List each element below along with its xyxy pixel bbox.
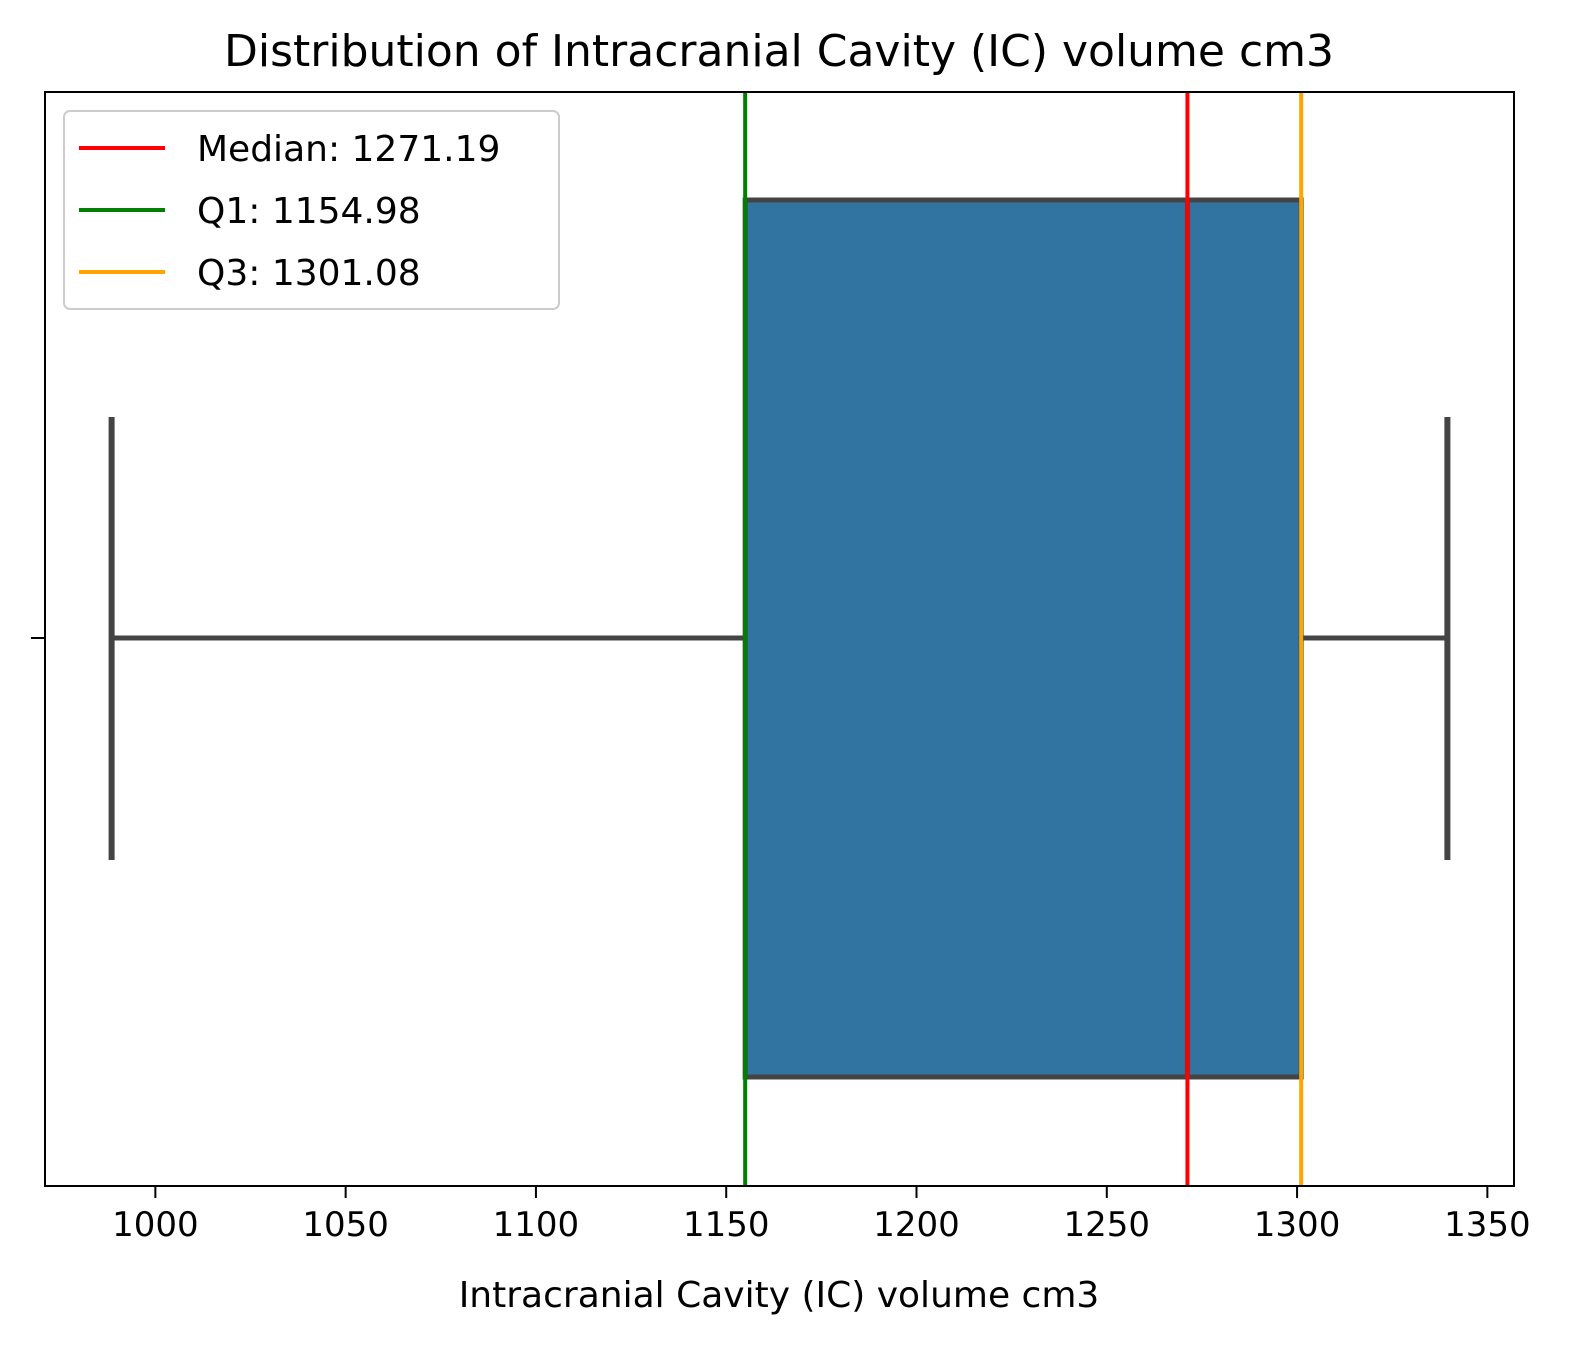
box-iqr: [742, 197, 1304, 1080]
x-tick-label: 1350: [1444, 1205, 1531, 1245]
x-tick-label: 1000: [112, 1205, 199, 1245]
x-tick-label: 1050: [302, 1205, 389, 1245]
x-tick-label: 1300: [1254, 1205, 1341, 1245]
legend-label-1: Q1: 1154.98: [197, 191, 421, 232]
x-axis-ticks: 1000 1050 1100 1150 1200 1250 1300 1350: [112, 1186, 1531, 1245]
x-axis-label: Intracranial Cavity (IC) volume cm3: [459, 1275, 1100, 1316]
x-tick-label: 1250: [1064, 1205, 1151, 1245]
plot-area: [108, 92, 1451, 1186]
legend-label-2: Q3: 1301.08: [197, 253, 421, 294]
chart-title: Distribution of Intracranial Cavity (IC)…: [224, 26, 1334, 77]
x-tick-label: 1100: [493, 1205, 580, 1245]
legend: Median: 1271.19 Q1: 1154.98 Q3: 1301.08: [63, 110, 560, 310]
x-tick-label: 1150: [683, 1205, 770, 1245]
x-tick-label: 1200: [873, 1205, 960, 1245]
legend-label-0: Median: 1271.19: [197, 129, 500, 170]
legend-box: [63, 110, 560, 310]
